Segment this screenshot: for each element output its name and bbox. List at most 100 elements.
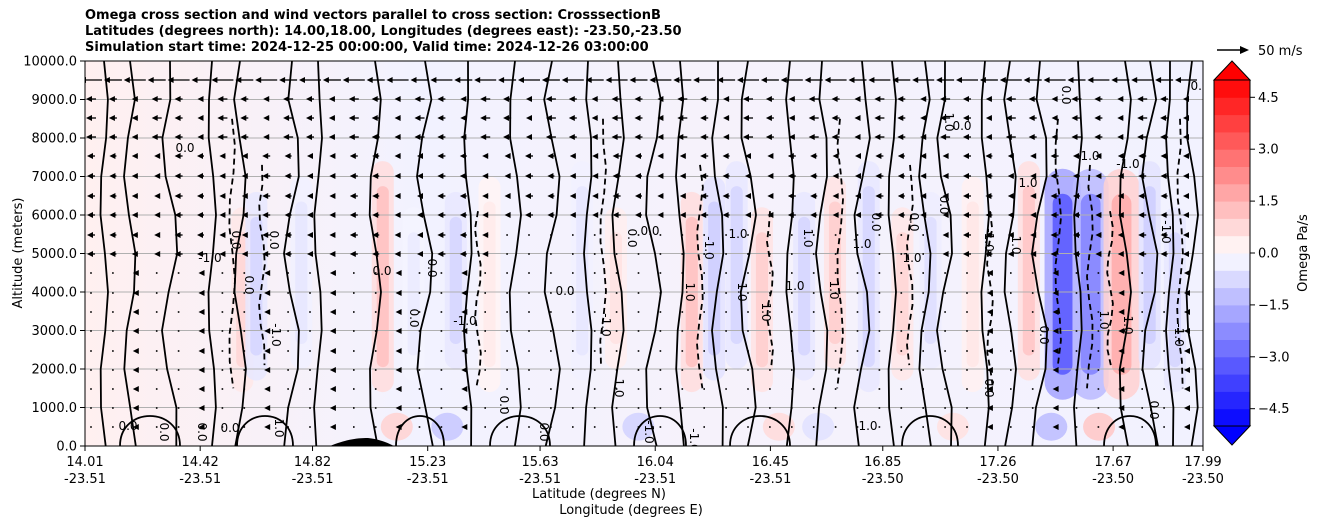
contour-label: 1.0 xyxy=(1009,235,1023,254)
wind-vector-head xyxy=(417,232,423,238)
contour-line-zero xyxy=(918,61,932,446)
wind-vector-dot xyxy=(703,369,705,371)
wind-vector xyxy=(612,173,621,179)
wind-vector-head xyxy=(174,232,181,238)
wind-vector-dot xyxy=(1163,311,1165,313)
wind-vector-dot xyxy=(418,272,421,274)
wind-vector xyxy=(1051,115,1058,121)
wind-vector-head xyxy=(414,96,421,102)
wind-vector-dot xyxy=(374,407,377,409)
wind-vector-head xyxy=(611,115,618,121)
wind-vector-head xyxy=(1095,153,1102,159)
wind-vector-dot xyxy=(484,330,486,332)
colorbar-segment xyxy=(1214,253,1250,271)
wind-vector-head xyxy=(985,173,992,179)
wind-vector-head xyxy=(677,134,684,140)
wind-vector-dot xyxy=(922,311,924,313)
wind-vector xyxy=(418,311,421,313)
wind-vector xyxy=(1073,173,1080,179)
wind-vector-head xyxy=(240,115,247,121)
wind-vector xyxy=(1010,311,1012,313)
omega-band-core xyxy=(236,232,249,368)
omega-band-core xyxy=(755,232,769,368)
wind-vector-dot xyxy=(528,426,530,428)
wind-vector xyxy=(484,369,486,371)
contour-line-negative xyxy=(599,118,607,366)
wind-vector-dot xyxy=(309,292,311,294)
wind-vector xyxy=(437,96,446,102)
wind-vector xyxy=(956,77,978,83)
contour-line-zero xyxy=(1118,61,1132,446)
wind-vector xyxy=(90,292,92,294)
wind-vector xyxy=(217,134,228,140)
wind-vector-dot xyxy=(374,311,377,313)
wind-vector-head xyxy=(241,173,248,179)
wind-vector xyxy=(637,369,640,371)
wind-vector xyxy=(922,292,924,294)
wind-vector-dot xyxy=(659,272,662,274)
wind-vector-head xyxy=(461,424,468,430)
wind-vector-head xyxy=(372,153,379,159)
wind-vector-head xyxy=(1052,405,1059,411)
wind-vector xyxy=(659,253,662,255)
wind-vector xyxy=(765,96,774,102)
wind-vector-dot xyxy=(593,272,596,274)
wind-vector-dot xyxy=(966,426,968,428)
wind-vector-dot xyxy=(681,311,684,313)
x-tick-label-lat: 16.04 xyxy=(637,455,674,470)
wind-vector xyxy=(561,77,584,83)
wind-vector xyxy=(1050,173,1059,179)
wind-vector xyxy=(615,311,618,313)
wind-vector xyxy=(1007,153,1014,159)
wind-vector xyxy=(743,96,753,102)
wind-vector-dot xyxy=(944,311,946,313)
colorbar-segment xyxy=(1214,287,1250,306)
wind-vector xyxy=(1141,350,1143,352)
wind-vector-head xyxy=(1028,134,1035,140)
wind-vector xyxy=(132,270,139,276)
wind-vector-head xyxy=(197,193,203,199)
wind-vector-dot xyxy=(221,369,224,371)
wind-vector xyxy=(920,153,927,159)
wind-vector xyxy=(985,115,992,121)
wind-vector-dot xyxy=(769,272,771,274)
wind-vector-head xyxy=(547,212,554,218)
wind-vector xyxy=(1075,407,1078,409)
wind-vector xyxy=(90,272,92,274)
wind-vector-head xyxy=(437,251,444,257)
wind-vector-head xyxy=(132,348,139,354)
wind-vector-dot xyxy=(1163,388,1165,390)
wind-vector xyxy=(550,330,552,332)
wind-vector xyxy=(1023,77,1042,83)
wind-vector-dot xyxy=(155,272,158,274)
contour-label: 1.0 xyxy=(801,228,815,247)
wind-vector xyxy=(1141,388,1143,390)
wind-vector xyxy=(765,115,774,121)
x-tick-label-lon: -23.51 xyxy=(64,472,106,487)
wind-vector xyxy=(878,388,881,390)
contour-label: 1.0 xyxy=(759,302,773,321)
wind-vector-head xyxy=(1138,193,1145,199)
wind-vector xyxy=(287,388,289,390)
wind-vector xyxy=(856,292,859,294)
wind-vector-dot xyxy=(747,234,749,236)
wind-vector xyxy=(922,311,924,313)
wind-vector-dot xyxy=(703,350,705,352)
wind-vector-dot xyxy=(155,407,158,409)
wind-vector xyxy=(591,96,598,102)
wind-vector-dot xyxy=(90,369,92,371)
wind-vector-head xyxy=(349,232,356,238)
wind-vector xyxy=(725,350,727,352)
wind-vector-dot xyxy=(221,330,224,332)
wind-vector-head xyxy=(568,134,575,140)
wind-vector xyxy=(108,115,117,121)
wind-vector-dot xyxy=(725,272,727,274)
wind-vector xyxy=(482,173,489,179)
wind-vector xyxy=(812,292,815,294)
omega-surface-patch xyxy=(762,412,795,441)
wind-vector-dot xyxy=(900,272,903,274)
wind-vector-dot xyxy=(1010,388,1012,390)
wind-vector xyxy=(459,251,467,257)
wind-vector-dot xyxy=(1163,369,1165,371)
wind-vector-head xyxy=(986,348,993,354)
